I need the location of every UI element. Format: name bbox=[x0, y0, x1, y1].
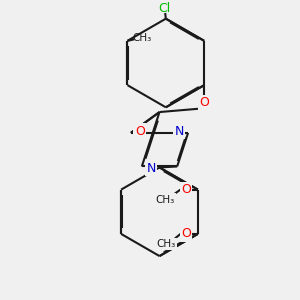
Text: CH₃: CH₃ bbox=[132, 33, 151, 43]
Text: O: O bbox=[181, 183, 191, 196]
Text: CH₃: CH₃ bbox=[157, 239, 176, 249]
Text: O: O bbox=[135, 125, 145, 138]
Text: O: O bbox=[181, 227, 191, 240]
Text: O: O bbox=[199, 96, 209, 109]
Text: N: N bbox=[175, 125, 184, 138]
Text: N: N bbox=[147, 161, 156, 175]
Text: CH₃: CH₃ bbox=[155, 195, 174, 205]
Text: Cl: Cl bbox=[158, 2, 170, 15]
